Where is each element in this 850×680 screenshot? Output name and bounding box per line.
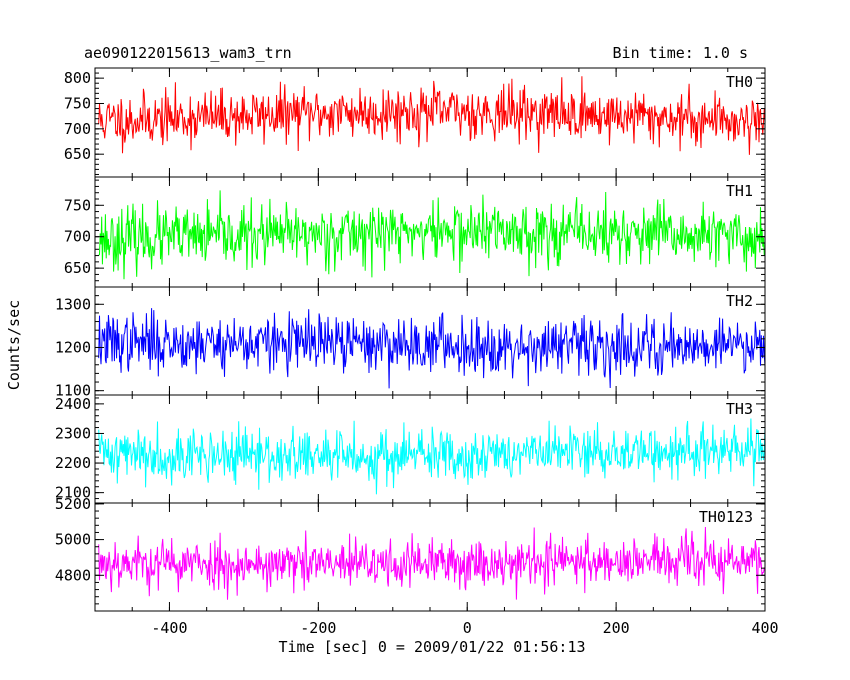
panel-th2: 1100 1200 1300 TH2 (55, 286, 766, 400)
x-tick-label: 200 (603, 619, 630, 637)
y-tick-label: 750 (64, 196, 91, 214)
y-tick-label: 2100 (55, 484, 91, 502)
x-tick-label: -200 (300, 619, 336, 637)
x-axis-label: Time [sec] 0 = 2009/01/22 01:56:13 (278, 638, 586, 656)
y-tick-label: 2300 (55, 424, 91, 442)
y-tick-label: 700 (64, 120, 91, 138)
y-tick-label: 650 (64, 145, 91, 163)
panel-label-th0123: TH0123 (699, 508, 753, 526)
y-tick-label: 5000 (55, 531, 91, 549)
panel-th1: 650 700 750 TH1 (64, 176, 766, 288)
panel-th0123: 4800 5000 5200 TH0123 (55, 495, 766, 612)
chart-title: ae090122015613_wam3_trn (84, 44, 292, 62)
x-tick-label: 0 (463, 619, 472, 637)
y-tick-label: 750 (64, 94, 91, 112)
bin-time-label: Bin time: 1.0 s (612, 44, 748, 62)
y-tick-label: 1300 (55, 295, 91, 313)
series-line-th2 (98, 308, 765, 389)
y-tick-label: 650 (64, 259, 91, 277)
panel-th0: 650 700 750 800 TH0 (64, 67, 766, 178)
x-tick-label: -400 (151, 619, 187, 637)
panel-label-th2: TH2 (726, 292, 753, 310)
y-tick-label: 1100 (55, 382, 91, 400)
y-tick-label: 800 (64, 69, 91, 87)
y-tick-label: 4800 (55, 566, 91, 584)
x-tick-label: 400 (751, 619, 778, 637)
y-tick-label: 2400 (55, 395, 91, 413)
panel-label-th3: TH3 (726, 400, 753, 418)
y-tick-label: 1200 (55, 338, 91, 356)
y-tick-label: 700 (64, 228, 91, 246)
panel-label-th1: TH1 (726, 182, 753, 200)
y-tick-label: 2200 (55, 454, 91, 472)
series-line-th0123 (98, 526, 765, 600)
series-line-th0 (98, 76, 765, 155)
series-line-th3 (98, 418, 765, 495)
y-tick-label: 5200 (55, 495, 91, 513)
panel-th3: 2100 2200 2300 2400 TH3 (55, 394, 766, 504)
panel-label-th0: TH0 (726, 73, 753, 91)
series-line-th1 (98, 190, 765, 280)
